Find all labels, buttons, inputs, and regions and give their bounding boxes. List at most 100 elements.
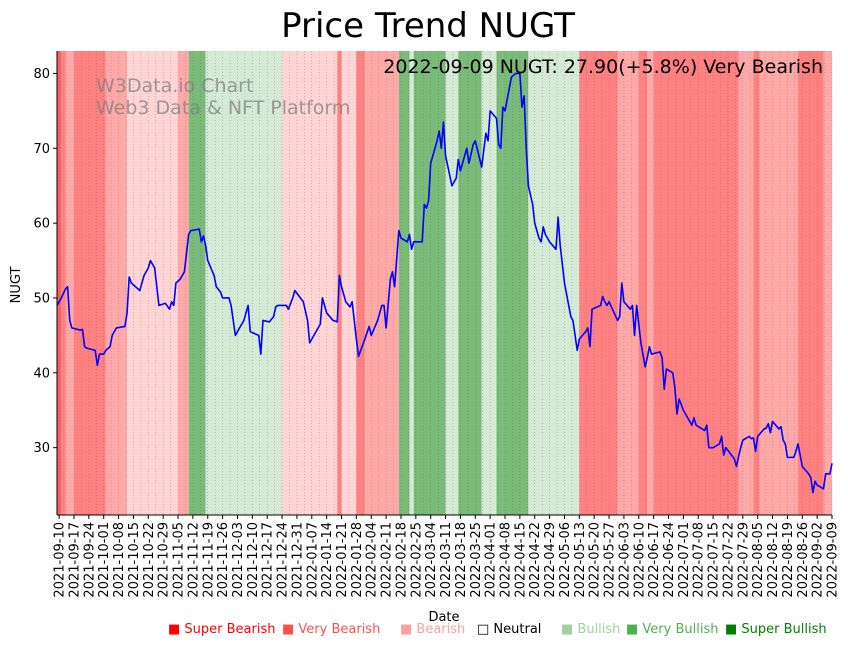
x-tick-label: 2021-12-31 (290, 522, 305, 598)
x-tick-label: 2022-01-28 (350, 522, 365, 598)
x-tick-label: 2022-03-04 (424, 522, 439, 598)
x-tick-label: 2022-08-26 (796, 522, 811, 598)
y-axis-ticks: 30 40 50 60 70 80 (33, 67, 57, 456)
band-bearish (65, 51, 74, 515)
x-tick-label: 2022-04-15 (513, 522, 528, 598)
x-tick-label: 2022-02-11 (380, 522, 395, 598)
legend-item-bullish: ■ Bullish (561, 622, 620, 637)
x-axis-label: Date (428, 610, 459, 625)
band-bearish (759, 51, 799, 515)
x-tick-label: 2021-09-24 (82, 522, 97, 598)
x-tick-label: 2022-04-22 (528, 522, 543, 598)
x-tick-label: 2021-12-10 (246, 522, 261, 598)
x-tick-label: 2022-07-01 (677, 522, 692, 598)
legend-item-very-bearish: ■ Very Bearish (282, 622, 380, 637)
y-tick-label: 70 (33, 142, 50, 157)
x-tick-label: 2021-12-17 (261, 522, 276, 598)
x-tick-label: 2022-07-15 (707, 522, 722, 598)
x-tick-label: 2022-09-09 (826, 522, 841, 598)
band-very-bearish (356, 51, 365, 515)
legend-item-bearish: ■ Bearish (400, 622, 465, 637)
x-tick-label: 2021-09-10 (53, 522, 68, 598)
y-tick-label: 60 (33, 217, 50, 232)
band-bearish (738, 51, 754, 515)
y-tick-label: 40 (33, 366, 50, 381)
x-tick-label: 2021-11-26 (216, 522, 231, 598)
x-tick-label: 2021-11-12 (186, 522, 201, 598)
x-tick-label: 2022-05-27 (603, 522, 618, 598)
watermark: W3Data.io Chart Web3 Data & NFT Platform (96, 75, 350, 119)
x-tick-label: 2022-05-13 (573, 522, 588, 598)
x-tick-label: 2022-07-29 (736, 522, 751, 598)
x-tick-label: 2022-01-21 (335, 522, 350, 598)
legend: ■ Super Bearish ■ Very Bearish ■ Bearish □ … (168, 622, 827, 637)
x-tick-label: 2021-12-03 (231, 522, 246, 598)
x-tick-label: 2022-08-12 (766, 522, 781, 598)
x-tick-label: 2022-03-18 (454, 522, 469, 598)
x-tick-label: 2021-10-01 (97, 522, 112, 598)
y-axis-label: NUGT (9, 267, 24, 304)
x-tick-label: 2021-10-22 (142, 522, 157, 598)
band-very-bearish (653, 51, 739, 515)
watermark-line-1: W3Data.io Chart (96, 75, 253, 97)
band-neutral (282, 51, 338, 515)
band-bullish (205, 51, 229, 515)
band-bearish (647, 51, 654, 515)
legend-item-super-bullish: ■ Super Bullish (725, 622, 827, 637)
legend-item-neutral: □ Neutral (477, 622, 541, 637)
x-tick-label: 2021-10-29 (157, 522, 172, 598)
band-very-bullish (502, 51, 529, 515)
x-tick-label: 2022-05-06 (558, 522, 573, 598)
x-tick-label: 2022-02-25 (409, 522, 424, 598)
band-bullish (409, 51, 414, 515)
band-bullish (528, 51, 580, 515)
x-tick-label: 2022-03-25 (469, 522, 484, 598)
x-tick-label: 2022-04-08 (499, 522, 514, 598)
band-very-bullish (398, 51, 410, 515)
x-tick-label: 2021-11-05 (172, 522, 187, 598)
x-tick-label: 2022-04-29 (543, 522, 558, 598)
chart-annotation: 2022-09-09 NUGT: 27.90(+5.8%) Very Beari… (383, 56, 823, 78)
band-very-bearish (753, 51, 760, 515)
band-very-bullish (188, 51, 206, 515)
x-tick-label: 2022-07-22 (721, 522, 736, 598)
x-tick-label: 2021-12-24 (276, 522, 291, 598)
band-bullish (481, 51, 497, 515)
band-neutral (127, 51, 179, 515)
x-tick-label: 2021-10-15 (127, 522, 142, 598)
x-tick-label: 2022-03-11 (439, 522, 454, 598)
x-axis-ticks: 2021-09-10 2021-09-17 2021-09-24 2021-10-01… (53, 515, 841, 598)
series-line-nugt (56, 72, 833, 494)
x-tick-label: 2022-06-24 (662, 522, 677, 598)
band-very-bearish (798, 51, 824, 515)
band-very-bearish (73, 51, 106, 515)
legend-item-very-bullish: ■ Very Bullish (626, 622, 718, 637)
band-bearish (105, 51, 128, 515)
x-tick-label: 2022-01-07 (305, 522, 320, 598)
chart-title: Price Trend NUGT (281, 6, 575, 46)
x-tick-label: 2021-10-08 (112, 522, 127, 598)
x-tick-label: 2022-06-17 (647, 522, 662, 598)
x-tick-label: 2022-01-14 (320, 522, 335, 598)
band-very-bullish (458, 51, 482, 515)
price-series (56, 72, 833, 494)
x-tick-label: 2022-08-05 (751, 522, 766, 598)
band-bullish (228, 51, 283, 515)
band-bearish (617, 51, 639, 515)
y-tick-label: 80 (33, 67, 50, 82)
band-very-bullish (496, 51, 503, 515)
legend-item-super-bearish: ■ Super Bearish (168, 622, 276, 637)
x-tick-label: 2021-09-17 (67, 522, 82, 598)
y-tick-label: 30 (33, 441, 50, 456)
band-bearish (178, 51, 189, 515)
x-tick-label: 2022-07-08 (692, 522, 707, 598)
x-tick-label: 2022-06-10 (632, 522, 647, 598)
x-tick-label: 2022-08-19 (781, 522, 796, 598)
x-tick-label: 2022-04-01 (484, 522, 499, 598)
band-bearish (823, 51, 832, 515)
band-very-bullish (413, 51, 446, 515)
axes (56, 51, 832, 516)
x-tick-label: 2022-06-03 (617, 522, 632, 598)
x-tick-label: 2021-11-19 (201, 522, 216, 598)
